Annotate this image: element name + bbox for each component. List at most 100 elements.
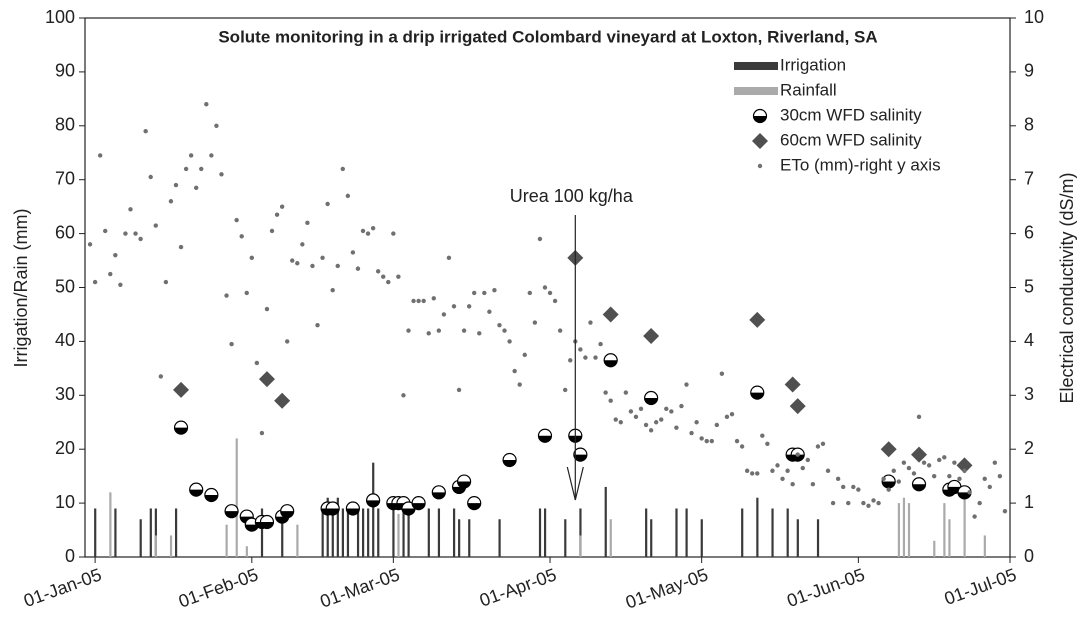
point — [643, 422, 649, 428]
marker-half — [346, 508, 360, 515]
point — [310, 263, 315, 269]
point — [861, 500, 866, 506]
marker-dot — [527, 290, 533, 296]
point — [97, 153, 103, 158]
point — [547, 290, 553, 296]
legend-label: 60cm WFD salinity — [780, 130, 922, 149]
marker-half — [280, 511, 294, 518]
point — [264, 306, 270, 312]
bar — [897, 503, 900, 557]
point — [699, 436, 704, 441]
x-tick-label: 01-Mar-05 — [317, 564, 402, 611]
marker-dot — [381, 274, 386, 279]
marker-dot — [370, 226, 376, 231]
marker-dot — [128, 207, 133, 212]
bar — [169, 535, 173, 557]
marker-half — [573, 454, 587, 462]
point — [502, 328, 507, 333]
annotation-arrowhead — [566, 466, 584, 501]
legend-label: ETo (mm)-right y axis — [780, 155, 941, 174]
marker-dot — [729, 411, 735, 417]
point — [729, 411, 735, 417]
marker-half — [326, 508, 340, 515]
marker-half — [401, 508, 415, 515]
x-tick-label: 01-Jan-05 — [21, 564, 104, 611]
marker-dot — [891, 468, 896, 473]
marker-dot — [588, 320, 593, 325]
marker-dot — [507, 339, 512, 344]
marker-dot — [653, 420, 659, 425]
point — [719, 371, 725, 376]
marker-dot — [477, 331, 482, 336]
marker-dot — [249, 255, 255, 261]
point — [401, 393, 406, 398]
point — [911, 477, 927, 492]
marker-dot — [820, 441, 826, 447]
marker-dot — [926, 463, 932, 468]
marker-dot — [755, 471, 760, 476]
marker-dot — [562, 387, 568, 393]
marker-dot — [704, 438, 709, 444]
marker-dot — [386, 279, 391, 285]
marker-half — [604, 360, 618, 367]
legend-item: 60cm WFD salinity — [752, 130, 922, 149]
point — [537, 428, 553, 443]
marker-dot — [739, 444, 745, 449]
point — [517, 382, 522, 387]
point — [901, 460, 907, 465]
marker-dot — [229, 341, 234, 347]
point — [734, 438, 740, 444]
legend-item: ETo (mm)-right y axis — [757, 155, 941, 174]
marker-dot — [628, 409, 634, 414]
marker-dot — [365, 231, 371, 236]
point — [178, 244, 184, 250]
marker-dot — [482, 290, 487, 296]
marker-dot — [108, 271, 113, 277]
point — [916, 414, 922, 420]
x-tick-label: 01-May-05 — [623, 564, 711, 612]
bar — [114, 508, 117, 557]
bar — [341, 508, 344, 557]
marker-dot — [684, 382, 689, 387]
bar — [407, 508, 410, 557]
point — [258, 371, 275, 388]
point — [789, 398, 806, 415]
point — [320, 255, 325, 261]
y-tick-label: 50 — [55, 276, 75, 296]
bar — [907, 503, 911, 557]
marker-dot — [780, 476, 785, 482]
marker-dot — [795, 452, 800, 457]
marker-dot — [532, 320, 538, 325]
marker-dot — [138, 236, 143, 242]
marker-dot — [426, 331, 431, 336]
bar — [397, 513, 400, 557]
point — [335, 263, 340, 269]
marker-dot — [987, 484, 992, 490]
point — [871, 498, 876, 503]
point — [92, 279, 98, 285]
marker-diamond — [602, 306, 619, 323]
marker-half — [412, 503, 426, 510]
marker-dot — [886, 487, 891, 492]
bar — [402, 508, 405, 557]
point — [472, 290, 477, 296]
point — [846, 500, 851, 506]
marker-dot — [472, 290, 477, 296]
marker-half — [791, 454, 805, 462]
marker-dot — [638, 406, 644, 411]
point — [942, 455, 947, 460]
bar — [331, 508, 334, 557]
y-tick-label: 70 — [55, 168, 75, 188]
marker-dot — [633, 414, 639, 420]
marker-dot — [881, 476, 886, 482]
marker-half — [750, 392, 764, 400]
point — [982, 476, 987, 482]
marker-dot — [290, 258, 295, 263]
marker-half — [366, 500, 380, 507]
marker-dot — [669, 409, 674, 414]
marker-dot — [921, 460, 927, 465]
bar — [609, 519, 612, 557]
point — [396, 274, 401, 279]
marker-dot — [360, 228, 366, 234]
marker-dot — [153, 223, 158, 228]
